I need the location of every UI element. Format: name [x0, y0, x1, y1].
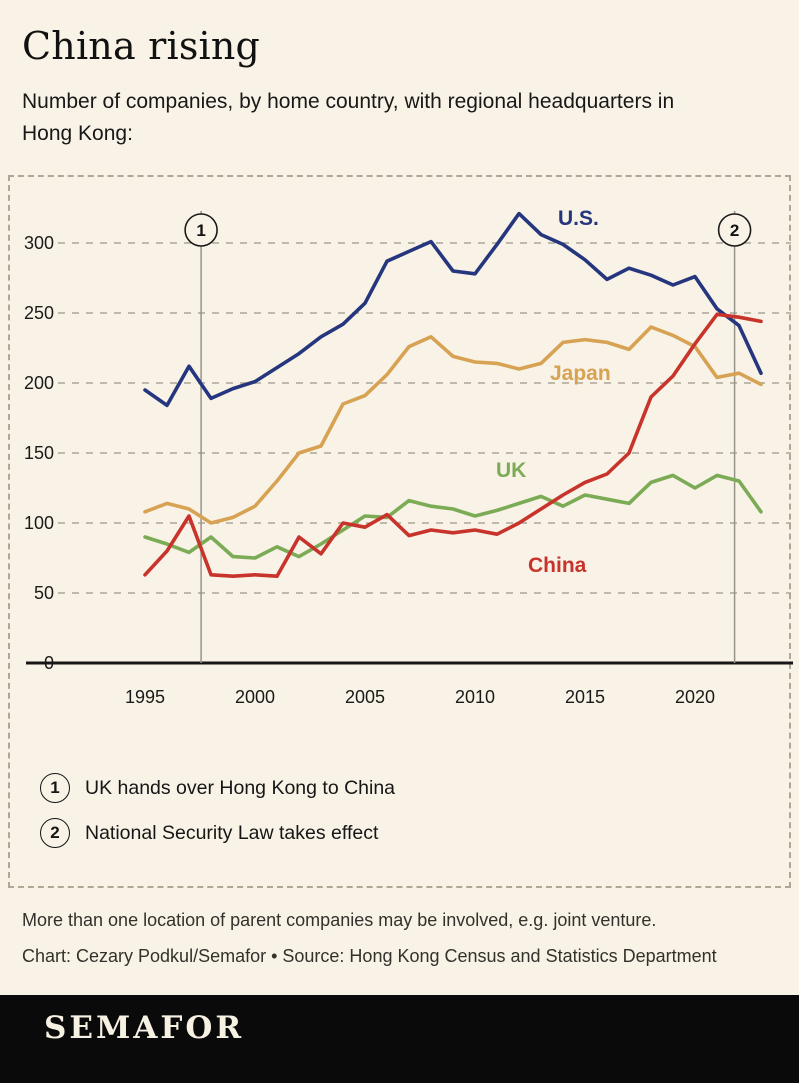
- series-label-uk: UK: [496, 459, 526, 482]
- series-label-china: China: [528, 554, 587, 577]
- header: China rising Number of companies, by hom…: [0, 0, 799, 149]
- event-number-1-icon: 1: [40, 773, 70, 803]
- event-number-2-icon: 2: [40, 818, 70, 848]
- x-tick-label: 1995: [125, 687, 165, 707]
- series-line-uk: [143, 473, 763, 560]
- chart-card: 0501001502002503001995200020052010201520…: [8, 175, 793, 888]
- event-marker-number: 1: [196, 221, 205, 240]
- y-tick-label: 200: [24, 373, 54, 393]
- y-tick-label: 300: [24, 233, 54, 253]
- event-legend-item-1: 1 UK hands over Hong Kong to China: [40, 773, 789, 803]
- x-tick-label: 2005: [345, 687, 385, 707]
- chart-subtitle: Number of companies, by home country, wi…: [22, 90, 675, 145]
- source-credit: Chart: Cezary Podkul/Semafor • Source: H…: [22, 946, 717, 967]
- series-line-china: [143, 312, 763, 579]
- semafor-logo: SEMAFOR: [44, 1010, 245, 1046]
- event-marker-circle: [717, 213, 752, 247]
- x-tick-label: 2010: [455, 687, 495, 707]
- series-line-us: [143, 211, 763, 408]
- y-tick-label: 150: [24, 443, 54, 463]
- series-line-japan: [143, 325, 763, 525]
- event-marker-number: 2: [730, 221, 739, 240]
- methodology-note: More than one location of parent compani…: [22, 910, 657, 930]
- x-tick-label: 2000: [235, 687, 275, 707]
- series-label-us: U.S.: [558, 207, 599, 230]
- series-label-japan: Japan: [550, 362, 611, 385]
- event-legend: 1 UK hands over Hong Kong to China 2 Nat…: [40, 773, 789, 848]
- event-legend-label-1: UK hands over Hong Kong to China: [85, 776, 396, 799]
- x-tick-label: 2020: [675, 687, 715, 707]
- event-marker-circle: [184, 213, 218, 247]
- footnotes: More than one location of parent compani…: [22, 908, 777, 969]
- y-tick-label: 250: [24, 303, 54, 323]
- event-legend-label-2: National Security Law takes effect: [85, 821, 379, 844]
- y-tick-label: 100: [24, 513, 54, 533]
- page-title: China rising: [22, 24, 261, 68]
- y-tick-label: 50: [34, 583, 54, 603]
- x-tick-label: 2015: [565, 687, 605, 707]
- brand-bar: SEMAFOR: [0, 995, 799, 1083]
- event-legend-item-2: 2 National Security Law takes effect: [40, 818, 789, 848]
- line-chart: 0501001502002503001995200020052010201520…: [24, 207, 793, 707]
